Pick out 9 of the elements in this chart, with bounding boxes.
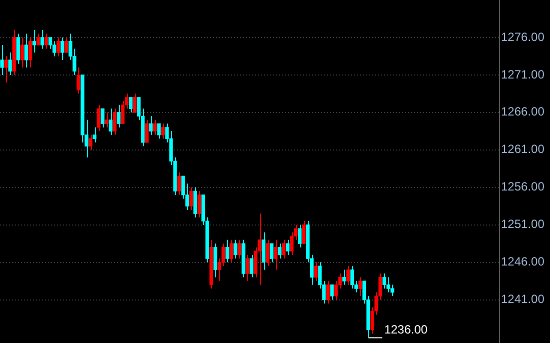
y-tick-label: 1266.00 <box>501 104 545 119</box>
y-tick-label: 1246.00 <box>501 254 545 269</box>
annotation: 1236.00 <box>384 322 428 337</box>
y-tick-label: 1261.00 <box>501 142 545 156</box>
y-tick-label: 1271.00 <box>501 67 545 82</box>
y-tick-label: 1251.00 <box>501 217 545 232</box>
y-tick-label: 1241.00 <box>501 292 545 306</box>
y-tick-label: 1276.00 <box>501 30 545 44</box>
y-tick-label: 1256.00 <box>501 180 545 194</box>
